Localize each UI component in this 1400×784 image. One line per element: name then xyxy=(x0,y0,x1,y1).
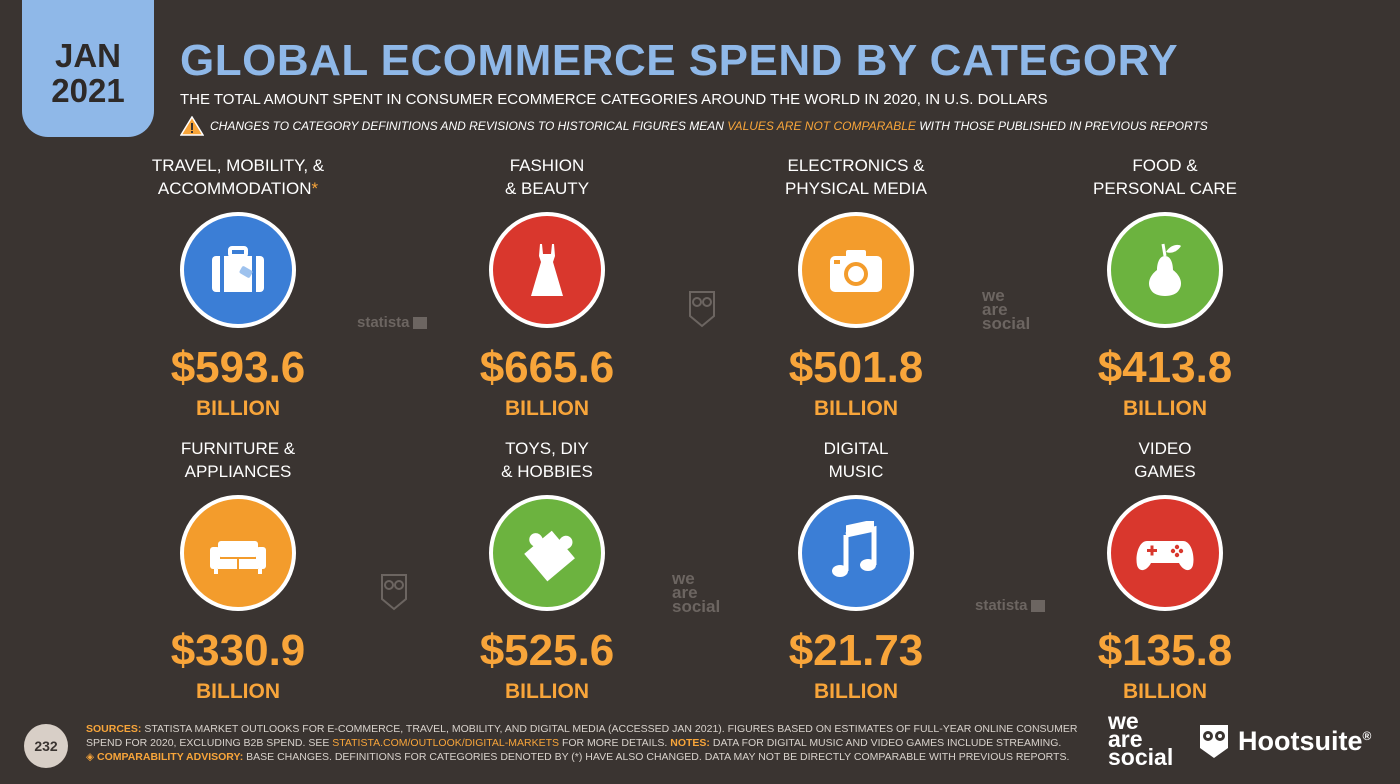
category-value: $330.9 xyxy=(170,626,306,675)
category-unit: BILLION xyxy=(1123,397,1207,420)
hootsuite-logo: Hootsuite® xyxy=(1198,722,1371,760)
page-title: GLOBAL ECOMMERCE SPEND BY CATEGORY xyxy=(180,36,1179,85)
category-unit: BILLION xyxy=(814,680,898,703)
category-label: ELECTRONICS & PHYSICAL MEDIA xyxy=(784,156,928,198)
category-label: VIDEO GAMES xyxy=(1134,439,1196,481)
category-icon-circle xyxy=(489,495,605,611)
owl-icon xyxy=(1200,725,1228,758)
category-label: TOYS, DIY & HOBBIES xyxy=(501,439,593,481)
warning-text-after: WITH THOSE PUBLISHED IN PREVIOUS REPORTS xyxy=(919,119,1208,133)
category-furniture: FURNITURE & APPLIANCES $330.9 BILLION xyxy=(118,437,358,705)
pear-icon xyxy=(1149,243,1181,296)
comparability-warning: CHANGES TO CATEGORY DEFINITIONS AND REVI… xyxy=(180,116,1208,136)
category-value: $501.8 xyxy=(788,343,924,392)
gamepad-icon xyxy=(1136,541,1194,571)
category-unit: BILLION xyxy=(196,680,280,703)
sofa-icon xyxy=(210,541,266,574)
sources-link[interactable]: STATISTA.COM/OUTLOOK/DIGITAL-MARKETS xyxy=(332,737,560,749)
category-music: DIGITAL MUSIC $21.73 BILLION xyxy=(736,437,976,705)
category-video-games: VIDEO GAMES $135.8 BILLION xyxy=(1045,437,1285,705)
warning-text-before: CHANGES TO CATEGORY DEFINITIONS AND REVI… xyxy=(210,119,724,133)
category-icon-circle xyxy=(180,212,296,328)
statista-watermark: statista xyxy=(975,597,1045,614)
date-tab: JAN 2021 xyxy=(22,0,154,137)
statista-watermark: statista xyxy=(357,314,427,331)
category-unit: BILLION xyxy=(1123,680,1207,703)
category-icon-circle xyxy=(1107,212,1223,328)
dress-icon xyxy=(531,244,563,296)
category-icon-circle xyxy=(180,495,296,611)
category-value: $525.6 xyxy=(479,626,615,675)
category-unit: BILLION xyxy=(814,397,898,420)
category-toys: TOYS, DIY & HOBBIES $525.6 BILLION xyxy=(427,437,667,705)
owl-watermark-icon xyxy=(381,574,407,611)
we-are-social-watermark: we are social xyxy=(982,286,1031,333)
category-icon-circle xyxy=(1107,495,1223,611)
page-subtitle: THE TOTAL AMOUNT SPENT IN CONSUMER ECOMM… xyxy=(180,91,1048,108)
date-month: JAN xyxy=(54,37,122,74)
we-are-social-logo: we are social xyxy=(1108,708,1174,770)
footer-sources: SOURCES: STATISTA MARKET OUTLOOKS FOR E-… xyxy=(86,723,1078,763)
warning-highlight: VALUES ARE NOT COMPARABLE xyxy=(727,119,916,133)
category-icon-circle xyxy=(798,495,914,611)
category-value: $21.73 xyxy=(788,626,924,675)
category-label: DIGITAL MUSIC xyxy=(823,439,889,481)
music-note-icon xyxy=(832,521,877,577)
category-label: TRAVEL, MOBILITY, & ACCOMMODATION* xyxy=(151,156,325,198)
camera-icon xyxy=(830,250,882,292)
asterisk-marker: * xyxy=(311,179,319,198)
category-fashion: FASHION & BEAUTY $665.6 BILLION xyxy=(427,154,667,422)
category-value: $413.8 xyxy=(1097,343,1233,392)
category-label: FASHION & BEAUTY xyxy=(504,156,590,198)
category-food: FOOD & PERSONAL CARE $413.8 BILLION xyxy=(1045,154,1285,422)
category-travel: TRAVEL, MOBILITY, & ACCOMMODATION* $593.… xyxy=(118,154,358,422)
we-are-social-watermark: we are social xyxy=(672,569,721,616)
category-value: $665.6 xyxy=(479,343,615,392)
warning-icon xyxy=(180,116,204,136)
category-icon-circle xyxy=(489,212,605,328)
category-icon-circle xyxy=(798,212,914,328)
suitcase-icon xyxy=(212,246,264,292)
category-unit: BILLION xyxy=(505,397,589,420)
owl-watermark-icon xyxy=(689,291,715,328)
category-value: $135.8 xyxy=(1097,626,1233,675)
category-label: FURNITURE & APPLIANCES xyxy=(180,439,296,481)
puzzle-icon xyxy=(524,530,575,582)
category-unit: BILLION xyxy=(196,397,280,420)
category-unit: BILLION xyxy=(505,680,589,703)
category-label: FOOD & PERSONAL CARE xyxy=(1093,156,1237,198)
date-year: 2021 xyxy=(51,72,125,109)
category-electronics: ELECTRONICS & PHYSICAL MEDIA $501.8 BILL… xyxy=(736,154,976,422)
page-number-badge: 232 xyxy=(24,724,68,768)
category-value: $593.6 xyxy=(170,343,306,392)
